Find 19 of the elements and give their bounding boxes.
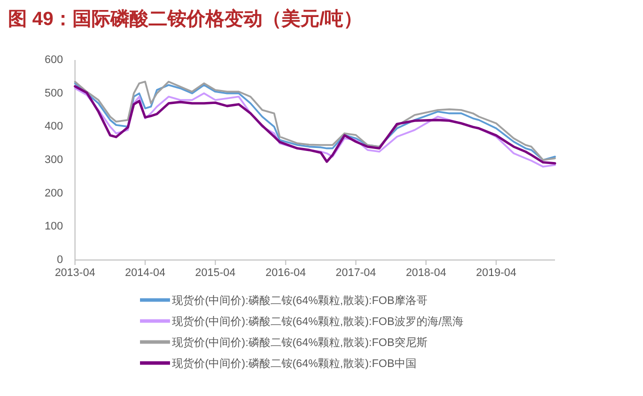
xtick: 2016-04 <box>266 267 306 279</box>
legend-label: 现货价(中间价):磷酸二铵(64%颗粒,散装):FOB中国 <box>172 358 416 370</box>
xtick: 2017-04 <box>336 267 376 279</box>
ytick: 500 <box>44 87 63 100</box>
legend-label: 现货价(中间价):磷酸二铵(64%颗粒,散装):FOB波罗的海/黑海 <box>172 316 464 328</box>
legend-label: 现货价(中间价):磷酸二铵(64%颗粒,散装):FOB突尼斯 <box>172 337 428 349</box>
ytick: 600 <box>44 54 63 66</box>
xtick: 2018-04 <box>406 267 446 279</box>
legend-label: 现货价(中间价):磷酸二铵(64%颗粒,散装):FOB摩洛哥 <box>172 295 428 307</box>
ytick: 300 <box>44 154 63 166</box>
xtick: 2019-04 <box>476 267 516 279</box>
xtick: 2015-04 <box>195 267 236 279</box>
ytick: 0 <box>56 254 63 266</box>
ytick: 200 <box>44 187 63 200</box>
ytick: 100 <box>44 220 63 233</box>
title: 图 49：国际磷酸二铵价格变动（美元/吨） <box>8 9 363 30</box>
xtick: 2013-04 <box>54 267 96 279</box>
ytick: 400 <box>44 120 63 133</box>
xtick: 2014-04 <box>124 267 166 279</box>
